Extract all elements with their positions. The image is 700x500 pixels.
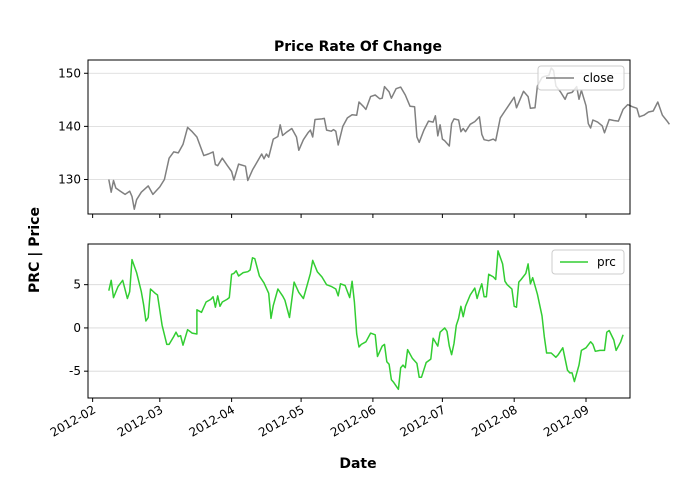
axes-frame: [87, 243, 631, 399]
x-axis-label: Date: [339, 456, 376, 472]
x-tick-label: 2012-08: [469, 402, 519, 439]
y-tick-label: 5: [73, 278, 81, 292]
chart-title: Price Rate Of Change: [274, 39, 442, 55]
legend-box: [537, 65, 625, 91]
legend-label: prc: [597, 255, 616, 269]
prc-panel: -5 0 5 prc: [69, 243, 631, 402]
price-panel: 130 140 150 close: [58, 59, 671, 218]
x-tick-label: 2012-06: [328, 402, 378, 439]
x-axis: 2012-02 2012-03 2012-04 2012-05 2012-06 2012-…: [48, 402, 592, 439]
y-axis-label: PRC | Price: [27, 207, 43, 293]
y-tick-label: 150: [58, 66, 81, 80]
axes-frame: [87, 59, 631, 215]
legend-label: close: [583, 71, 614, 85]
y-tick-label: 130: [58, 172, 81, 186]
x-tick-label: 2012-05: [256, 402, 306, 439]
x-tick-label: 2012-04: [187, 402, 237, 439]
y-tick-label: -5: [69, 364, 81, 378]
x-tick-label: 2012-02: [48, 402, 98, 439]
x-tick-label: 2012-03: [115, 402, 165, 439]
y-tick-label: 140: [58, 119, 81, 133]
legend: prc: [551, 249, 625, 275]
y-tick-label: 0: [73, 321, 81, 335]
legend: close: [537, 65, 625, 91]
prc-line: [108, 250, 624, 391]
x-tick-label: 2012-09: [541, 402, 591, 439]
x-tick-label: 2012-07: [397, 402, 447, 439]
